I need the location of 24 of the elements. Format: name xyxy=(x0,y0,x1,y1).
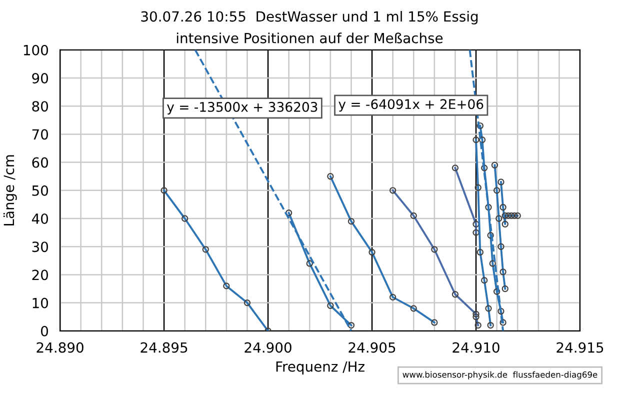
x-tick-label: 24.890 xyxy=(36,342,84,353)
text: www.biosensor-physik.de flussfaeden-diag69e xyxy=(402,371,598,380)
y-tick-label: 40 xyxy=(32,213,48,224)
x-tick-label: 24.915 xyxy=(556,342,604,353)
chart-title: 30.07.26 10:55 DestWasser und 1 ml 15% Essig xyxy=(141,10,478,24)
annotation: y = -13500x + 336203 xyxy=(167,102,318,114)
y-tick-label: 10 xyxy=(32,298,48,308)
y-tick-label: 0 xyxy=(41,326,48,336)
chart-subtitle: intensive Positionen auf der Meßachse xyxy=(176,32,443,44)
x-tick-label: 24.910 xyxy=(452,342,500,353)
x-axis-title: Frequenz /Hz xyxy=(276,361,364,374)
y-tick-label: 50 xyxy=(32,185,48,196)
x-tick-label: 24.905 xyxy=(348,342,396,353)
x-tick-label: 24.900 xyxy=(244,342,292,353)
y-axis-title: Länge /cm xyxy=(3,155,17,226)
y-tick-label: 20 xyxy=(32,270,48,280)
annotation: y = -64091x + 2E+06 xyxy=(338,99,484,112)
y-tick-label: 70 xyxy=(32,129,48,140)
y-tick-label: 100 xyxy=(24,44,48,56)
y-tick-label: 80 xyxy=(32,101,48,112)
y-tick-label: 90 xyxy=(32,72,48,84)
y-tick-label: 30 xyxy=(32,242,48,252)
y-tick-label: 60 xyxy=(32,157,48,168)
x-tick-label: 24.895 xyxy=(140,342,188,353)
